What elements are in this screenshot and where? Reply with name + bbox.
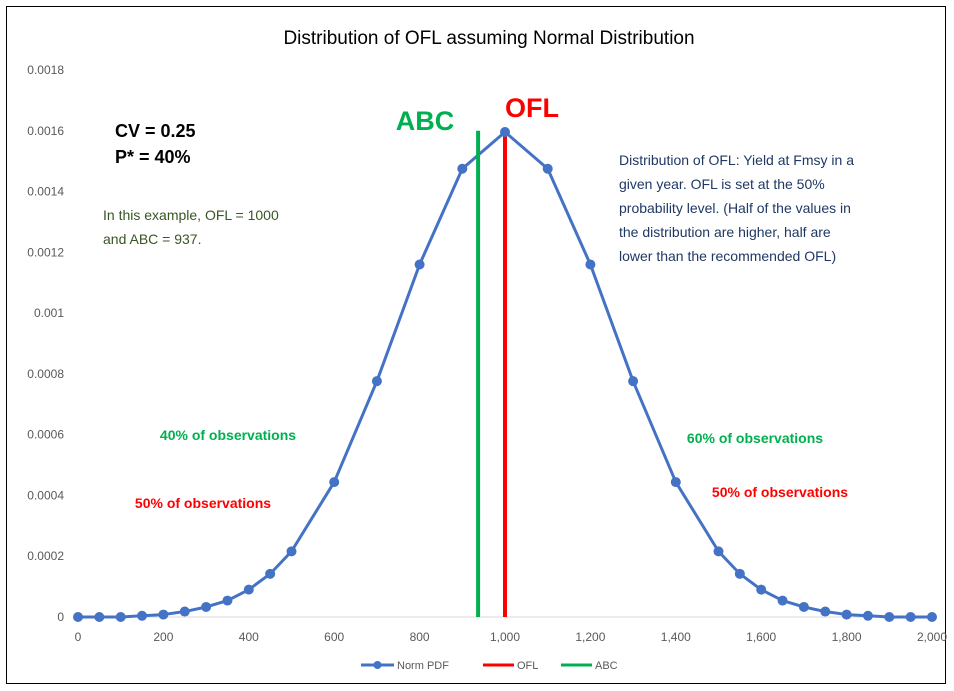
ofl-label: OFL bbox=[505, 93, 559, 123]
x-tick-label: 1,200 bbox=[575, 630, 605, 644]
legend: Norm PDF OFL ABC bbox=[361, 660, 618, 672]
norm-pdf-point bbox=[862, 610, 873, 621]
cv-label: CV = 0.25 bbox=[115, 121, 196, 141]
y-tick-label: 0.0014 bbox=[27, 185, 64, 199]
norm-pdf-point bbox=[371, 376, 382, 387]
norm-pdf-point bbox=[158, 609, 169, 620]
norm-pdf-point bbox=[670, 477, 681, 488]
norm-pdf-point bbox=[756, 584, 767, 595]
y-tick-label: 0.0002 bbox=[27, 549, 64, 563]
x-tick-label: 2,000 bbox=[917, 630, 947, 644]
norm-pdf-point bbox=[798, 601, 809, 612]
norm-pdf-point bbox=[265, 568, 276, 579]
x-tick-label: 1,000 bbox=[490, 630, 520, 644]
norm-pdf-point bbox=[73, 612, 83, 622]
example-text-line1: In this example, OFL = 1000 bbox=[103, 207, 279, 223]
y-tick-label: 0.001 bbox=[34, 306, 64, 320]
norm-pdf-point bbox=[414, 259, 425, 270]
norm-pdf-point bbox=[94, 612, 105, 622]
x-axis-ticks: 0 200 400 600 800 1,000 1,200 1,400 1,600 1,800 2,… bbox=[75, 630, 948, 644]
norm-pdf-point bbox=[115, 612, 126, 622]
x-tick-label: 200 bbox=[153, 630, 173, 644]
norm-pdf-point bbox=[628, 376, 639, 387]
legend-abc-label: ABC bbox=[595, 660, 618, 672]
example-text-line2: and ABC = 937. bbox=[103, 231, 201, 247]
norm-pdf-point bbox=[329, 477, 340, 488]
norm-pdf-point bbox=[713, 546, 724, 557]
x-tick-label: 0 bbox=[75, 630, 82, 644]
norm-pdf-point bbox=[734, 568, 745, 579]
norm-pdf-point bbox=[585, 259, 596, 270]
desc-line-5: lower than the recommended OFL) bbox=[619, 248, 836, 264]
left-green-annotation: 40% of observations bbox=[160, 427, 296, 443]
norm-pdf-point bbox=[286, 546, 297, 557]
legend-norm-pdf-label: Norm PDF bbox=[397, 660, 449, 672]
norm-pdf-point bbox=[179, 606, 190, 617]
norm-pdf-point bbox=[137, 610, 148, 621]
norm-pdf-point bbox=[927, 612, 937, 622]
chart-title: Distribution of OFL assuming Normal Dist… bbox=[283, 28, 694, 49]
left-red-annotation: 50% of observations bbox=[135, 495, 271, 511]
norm-pdf-point bbox=[777, 595, 788, 606]
desc-line-3: probability level. (Half of the values i… bbox=[619, 200, 851, 216]
y-tick-label: 0.0004 bbox=[27, 488, 64, 502]
norm-pdf-point bbox=[884, 612, 895, 622]
legend-norm-pdf-marker bbox=[373, 661, 382, 669]
right-red-annotation: 50% of observations bbox=[712, 484, 848, 500]
norm-pdf-point bbox=[201, 601, 212, 612]
norm-pdf-point bbox=[905, 612, 916, 622]
chart-frame bbox=[6, 6, 946, 684]
norm-pdf-point bbox=[243, 584, 254, 595]
right-green-annotation: 60% of observations bbox=[687, 430, 823, 446]
norm-pdf-point bbox=[841, 609, 852, 620]
norm-pdf-point bbox=[222, 595, 233, 606]
desc-line-2: given year. OFL is set at the 50% bbox=[619, 176, 825, 192]
x-tick-label: 400 bbox=[239, 630, 259, 644]
norm-pdf-point bbox=[457, 163, 468, 174]
x-tick-label: 600 bbox=[324, 630, 344, 644]
y-tick-label: 0.0016 bbox=[27, 124, 64, 138]
y-tick-label: 0.0018 bbox=[27, 63, 64, 77]
norm-pdf-point bbox=[820, 606, 831, 617]
pstar-label: P* = 40% bbox=[115, 147, 191, 167]
x-tick-label: 800 bbox=[410, 630, 430, 644]
x-tick-label: 1,600 bbox=[746, 630, 776, 644]
y-tick-label: 0.0012 bbox=[27, 245, 64, 259]
y-tick-label: 0.0006 bbox=[27, 428, 64, 442]
desc-line-1: Distribution of OFL: Yield at Fmsy in a bbox=[619, 152, 854, 168]
desc-line-4: the distribution are higher, half are bbox=[619, 224, 831, 240]
y-tick-label: 0 bbox=[57, 610, 64, 624]
plot-area bbox=[73, 126, 937, 622]
y-axis-ticks: 0 0.0002 0.0004 0.0006 0.0008 0.001 0.0012 0.00… bbox=[27, 63, 64, 624]
norm-pdf-point bbox=[500, 126, 510, 137]
abc-label: ABC bbox=[396, 106, 455, 136]
y-tick-label: 0.0008 bbox=[27, 367, 64, 381]
norm-pdf-point bbox=[542, 163, 553, 174]
x-tick-label: 1,800 bbox=[832, 630, 862, 644]
legend-ofl-label: OFL bbox=[517, 660, 538, 672]
x-tick-label: 1,400 bbox=[661, 630, 691, 644]
